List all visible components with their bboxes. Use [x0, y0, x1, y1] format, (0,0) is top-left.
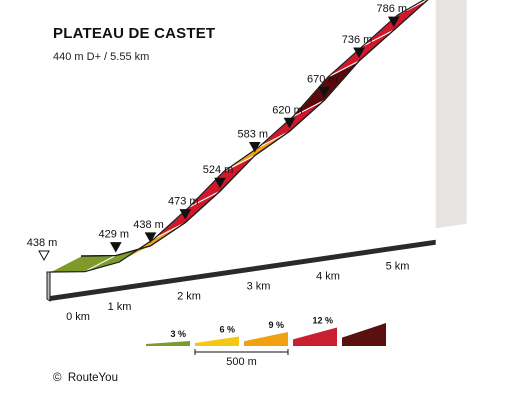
chart-subtitle: 440 m D+ / 5.55 km	[53, 51, 150, 63]
elevation-label: 620 m	[272, 104, 303, 116]
elevation-label: 473 m	[168, 196, 199, 208]
elevation-marker-icon	[283, 117, 296, 129]
copyright-text: RouteYou	[67, 372, 118, 384]
profile-base-edge	[50, 239, 436, 301]
legend-swatch	[342, 323, 386, 346]
legend-label: 3 %	[170, 329, 186, 339]
elevation-marker-icon	[353, 47, 365, 59]
profile-base-top	[50, 223, 467, 296]
profile-back-outline	[80, 0, 429, 257]
elevation-label: 524 m	[203, 164, 234, 176]
legend-label: 9 %	[268, 320, 284, 330]
elevation-label: 670 m	[307, 73, 338, 85]
elevation-label: 583 m	[237, 129, 268, 141]
elevation-label: 438 m	[133, 219, 164, 231]
distance-tick-label: 5 km	[386, 260, 410, 272]
distance-tick-label: 0 km	[66, 311, 90, 323]
elevation-marker-icon	[318, 86, 331, 98]
profile-start-edge	[46, 271, 51, 302]
copyright-credit: © RouteYou	[53, 372, 118, 384]
distance-tick-label: 1 km	[108, 301, 132, 313]
elevation-marker-icon	[179, 209, 192, 220]
legend-swatch	[195, 336, 239, 346]
distance-tick-label: 4 km	[316, 270, 340, 282]
scale-bar-label: 500 m	[226, 356, 257, 368]
start-marker-icon	[38, 250, 50, 262]
legend-swatch	[146, 341, 190, 346]
elevation-marker-icon	[387, 16, 400, 28]
profile-front-outline	[49, 0, 425, 273]
legend-swatch	[293, 327, 337, 346]
elevation-label: 438 m	[27, 237, 58, 249]
distance-tick-label: 2 km	[177, 291, 201, 303]
elevation-label: 786 m	[376, 3, 407, 15]
legend-swatch	[244, 332, 288, 346]
elevation-label: 429 m	[98, 229, 129, 241]
chart-title: PLATEAU DE CASTET	[53, 25, 216, 42]
elevation-marker-icon	[109, 242, 122, 253]
elevation-marker-icon	[214, 177, 226, 189]
copyright-icon: ©	[53, 372, 62, 384]
legend-label: 6 %	[219, 325, 235, 335]
legend-label: 12 %	[312, 316, 333, 326]
distance-tick-label: 3 km	[247, 281, 271, 293]
elevation-marker-icon	[144, 232, 157, 243]
elevation-marker-icon	[248, 142, 261, 153]
elevation-label: 736 m	[342, 34, 373, 46]
